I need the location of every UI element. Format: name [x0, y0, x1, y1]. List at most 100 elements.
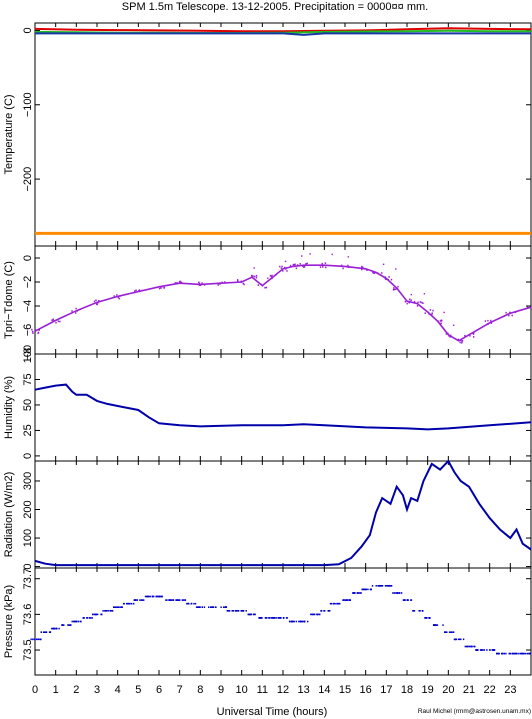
data-point	[523, 652, 525, 655]
data-point	[424, 312, 426, 314]
data-point	[259, 617, 262, 619]
data-point	[349, 599, 351, 601]
data-point	[237, 610, 239, 612]
data-point	[155, 595, 157, 598]
x-tick-label: 21	[463, 684, 475, 696]
y-tick-label: −2	[22, 276, 34, 289]
data-point	[348, 599, 350, 601]
data-point	[330, 602, 333, 605]
data-point	[166, 599, 168, 601]
x-tick-label: 1	[53, 684, 59, 696]
data-point	[461, 342, 463, 344]
y-tick-label: −200	[22, 167, 34, 192]
data-point	[302, 620, 304, 623]
data-point	[503, 652, 506, 655]
data-point	[461, 340, 464, 342]
data-point	[410, 599, 412, 601]
y-axis-label: Temperature (C)	[3, 94, 15, 174]
data-point	[295, 620, 297, 623]
data-point	[449, 334, 451, 337]
data-point	[369, 588, 372, 591]
data-point	[442, 624, 444, 626]
data-point	[514, 311, 517, 314]
data-point	[407, 599, 409, 601]
data-point	[416, 305, 419, 307]
data-point	[52, 318, 54, 321]
data-point	[353, 592, 355, 594]
data-point	[219, 283, 221, 285]
data-point	[322, 265, 324, 267]
data-point	[346, 265, 348, 268]
data-point	[122, 602, 125, 605]
data-point	[529, 652, 531, 655]
data-point	[91, 617, 93, 619]
data-point	[120, 606, 123, 608]
figure-title: SPM 1.5m Telescope. 13-12-2005. Precipit…	[122, 1, 428, 13]
data-point	[476, 649, 479, 651]
series-trend	[35, 586, 531, 654]
data-point	[466, 645, 468, 648]
y-tick-label: 200	[22, 500, 34, 518]
y-tick-label: 300	[22, 472, 34, 490]
data-point	[188, 602, 190, 605]
data-point	[373, 272, 375, 274]
data-point	[363, 268, 365, 270]
data-point	[476, 649, 478, 651]
data-point	[208, 606, 210, 608]
data-point	[473, 331, 475, 334]
data-point	[117, 296, 120, 299]
data-point	[347, 266, 350, 268]
data-point	[220, 606, 222, 608]
data-point	[193, 602, 195, 605]
data-point	[257, 284, 259, 286]
data-point	[199, 606, 201, 608]
data-point	[128, 602, 130, 605]
data-point	[521, 652, 523, 655]
data-point	[340, 264, 343, 267]
data-point	[242, 610, 245, 612]
data-point	[493, 649, 495, 651]
data-point	[96, 613, 99, 616]
data-point	[321, 262, 323, 265]
x-tick-label: 15	[339, 684, 351, 696]
data-point	[487, 319, 489, 322]
panel-frame	[34, 22, 532, 247]
data-point	[77, 620, 79, 623]
data-point	[215, 606, 217, 608]
data-point	[459, 341, 461, 344]
data-point	[74, 620, 76, 623]
data-point	[329, 602, 332, 605]
data-point	[332, 602, 334, 605]
data-point	[467, 645, 469, 648]
data-point-outlier	[443, 311, 445, 314]
data-point	[283, 617, 285, 619]
data-point	[450, 631, 452, 633]
data-point	[472, 333, 475, 335]
panel-frame	[34, 245, 532, 355]
data-point	[40, 638, 42, 641]
data-point	[419, 301, 421, 303]
data-point	[288, 620, 291, 623]
y-tick-label: −8	[22, 348, 34, 361]
data-point	[271, 277, 273, 279]
x-tick-label: 12	[277, 684, 289, 696]
data-point	[509, 312, 511, 315]
data-point	[365, 588, 367, 591]
data-point	[356, 592, 359, 594]
x-tick-label: 14	[318, 684, 330, 696]
data-point	[57, 320, 60, 323]
data-point	[224, 606, 226, 608]
data-point	[271, 274, 273, 277]
data-point	[83, 617, 85, 619]
data-point	[143, 599, 145, 601]
data-point	[115, 606, 117, 608]
data-point	[108, 610, 110, 612]
data-point	[385, 278, 387, 281]
y-tick-label: 0	[22, 27, 34, 33]
data-point	[377, 585, 379, 587]
data-point	[217, 282, 219, 285]
data-point	[322, 266, 324, 268]
data-point	[141, 599, 143, 601]
data-point	[490, 319, 492, 322]
data-point	[68, 624, 71, 626]
